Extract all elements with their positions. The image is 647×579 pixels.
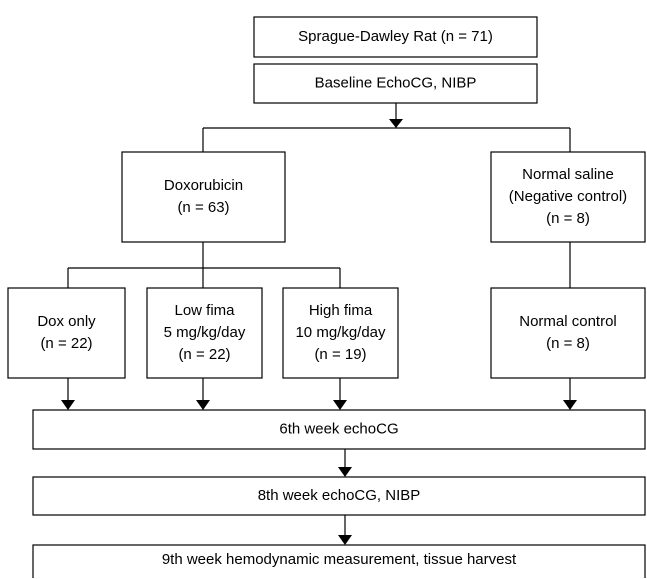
node-box — [32, 409, 646, 450]
node-label: (n = 19) — [314, 346, 366, 363]
node-label: High fima — [309, 302, 373, 319]
node-box — [490, 287, 646, 379]
node-label: Dox only — [37, 313, 96, 330]
connectors — [61, 103, 577, 545]
node-label: Normal control — [519, 313, 617, 330]
node-label: Low fima — [174, 302, 235, 319]
arrowhead — [61, 400, 75, 410]
node-label: (Negative control) — [509, 188, 627, 205]
arrowhead — [196, 400, 210, 410]
node-label: (n = 8) — [546, 210, 590, 227]
node-label: Doxorubicin — [164, 177, 243, 194]
node-label: Normal saline — [522, 166, 614, 183]
node-label: Sprague-Dawley Rat (n = 71) — [298, 28, 493, 45]
node-label: 6th week echoCG — [279, 420, 398, 437]
arrowhead — [333, 400, 347, 410]
node-label: (n = 22) — [40, 335, 92, 352]
node-label: 8th week echoCG, NIBP — [258, 487, 421, 504]
node-label: (n = 8) — [546, 335, 590, 352]
node-box — [7, 287, 126, 379]
node-label: Baseline EchoCG, NIBP — [315, 74, 477, 91]
node-box — [253, 63, 538, 104]
node-box — [282, 287, 399, 379]
arrowhead — [338, 467, 352, 477]
arrowhead — [338, 535, 352, 545]
node-label: (n = 63) — [177, 199, 229, 216]
node-label: 9th week hemodynamic measurement, tissue… — [162, 551, 517, 568]
node-box — [121, 151, 286, 243]
node-box — [32, 544, 646, 578]
node-box — [253, 16, 538, 58]
node-label: (n = 22) — [178, 346, 230, 363]
node-label: 5 mg/kg/day — [164, 324, 246, 341]
node-box — [490, 151, 646, 243]
node-box — [146, 287, 263, 379]
arrowhead — [563, 400, 577, 410]
node-label: 10 mg/kg/day — [295, 324, 386, 341]
node-box — [32, 476, 646, 516]
arrowhead — [389, 119, 403, 128]
